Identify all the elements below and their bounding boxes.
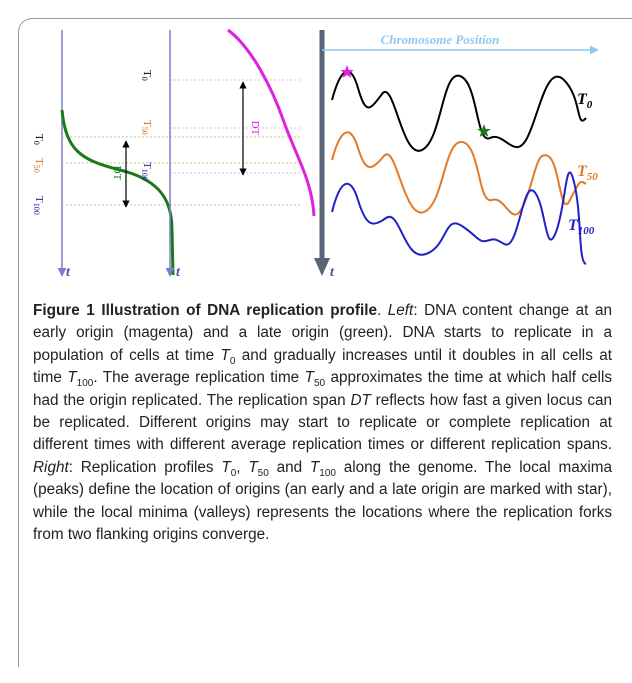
guides: [62, 79, 300, 206]
profile-label: T100: [568, 217, 595, 237]
profile-label: T50: [577, 163, 598, 183]
caption-text: : DNA content change at an early origin …: [33, 302, 613, 364]
profile-t0: [331, 70, 587, 152]
caption-text: 100: [319, 467, 336, 479]
caption-text: Right: [33, 458, 69, 476]
early-origin-star: [340, 65, 354, 78]
magenta-ticks: T0 T50 T100: [140, 70, 153, 181]
caption-text: T: [304, 369, 314, 387]
caption-text: T: [67, 369, 77, 387]
span-label: DT: [249, 121, 261, 136]
caption-text: ,: [236, 458, 249, 476]
axis-title: Chromosome Position: [381, 32, 500, 47]
tick-label: T50: [140, 120, 153, 135]
late-origin-star: [477, 124, 491, 137]
caption-text: and gradually increases until it doubles…: [33, 346, 612, 387]
caption-text: 0: [229, 355, 236, 367]
caption-text: .: [376, 302, 388, 319]
caption-text: T: [221, 458, 231, 476]
late-origin-curve: [60, 109, 175, 276]
axis-head: [314, 258, 330, 276]
span-label: DT: [111, 166, 123, 181]
caption-text: . The average replication time: [93, 369, 305, 387]
tick-label: T100: [32, 196, 45, 215]
tick-label: T0: [140, 70, 153, 81]
caption-text: Left: [387, 302, 414, 319]
time-label: t: [66, 265, 71, 280]
caption-text: : Replication profiles: [68, 458, 222, 476]
time-label: t: [330, 265, 335, 280]
caption-text: reflects how fast a given locus can be r…: [33, 391, 612, 454]
caption-text: T: [248, 458, 258, 476]
caption-title: Figure 1 Illustration of DNA replication…: [33, 302, 377, 319]
early-origin-curve: [227, 28, 316, 217]
profile-label: T0: [577, 91, 593, 111]
tick-label: T100: [140, 162, 153, 181]
caption-text: approximates the time at which half cell…: [33, 369, 612, 409]
profile-t50: [331, 131, 587, 216]
caption: Figure 1 Illustration of DNA replication…: [33, 300, 612, 546]
profile-labels: T0 T50 T100: [568, 91, 598, 237]
caption-text: DT: [350, 391, 371, 409]
caption-text: 50: [257, 467, 269, 479]
caption-text: along the genome. The local maxima (peak…: [33, 458, 613, 544]
caption-text: and: [268, 458, 310, 476]
time-label: t: [176, 265, 181, 280]
green-ticks: T0 T50 T100: [32, 134, 45, 215]
tick-label: T50: [32, 158, 45, 173]
caption-text: 50: [313, 378, 326, 390]
figure: t DT T0 T50 T100 t DT T0 T50 T100 t Chro…: [32, 28, 599, 280]
caption-text: T: [220, 346, 230, 364]
caption-text: 0: [230, 467, 237, 479]
caption-text: 100: [76, 378, 94, 390]
figure-frame: [18, 18, 632, 667]
tick-label: T0: [32, 134, 45, 145]
caption-text: T: [309, 458, 320, 476]
profile-t100: [331, 171, 587, 265]
